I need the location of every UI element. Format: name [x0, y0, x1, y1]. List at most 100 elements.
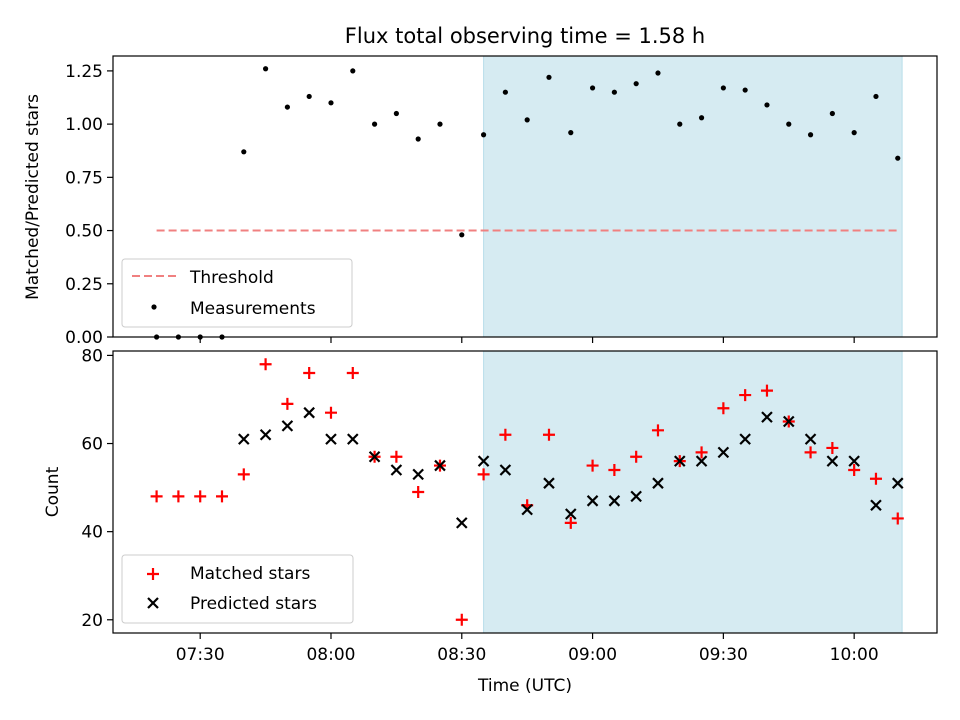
- predicted-stars-point: [652, 477, 664, 489]
- y-tick-label: 1.25: [65, 62, 103, 82]
- predicted-stars-point: [782, 415, 795, 428]
- predicted-stars-point: [739, 433, 751, 445]
- predicted-legend-label: Predicted stars: [190, 594, 317, 614]
- predicted-stars-point: [891, 477, 904, 489]
- measurement-point: [742, 87, 748, 93]
- predicted-stars-point: [434, 459, 446, 472]
- measurement-point: [262, 66, 269, 72]
- predicted-stars-point: [826, 455, 839, 467]
- bottom-y-axis-ticks: 20 40 60 80: [81, 346, 113, 631]
- measurement-point: [873, 93, 879, 100]
- predicted-stars-point: [870, 499, 882, 511]
- measurement-point: [328, 100, 334, 106]
- matched-stars-point: [891, 512, 904, 525]
- top-y-axis-ticks: 0.00 0.25 0.50 0.75 1.00 1.25: [65, 62, 113, 348]
- threshold-legend-label: Threshold: [189, 268, 274, 288]
- predicted-stars-point: [565, 508, 577, 520]
- predicted-stars-point: [325, 433, 337, 445]
- matched-stars-point: [412, 486, 425, 498]
- measurement-point: [371, 121, 378, 127]
- matched-stars-point: [717, 402, 730, 415]
- top-shaded-span: [483, 55, 903, 338]
- matched-stars-point: [237, 468, 250, 481]
- measurement-point: [764, 102, 770, 108]
- measurements-legend-label: Measurements: [190, 299, 316, 319]
- measurement-point: [655, 70, 661, 76]
- matched-stars-point: [542, 428, 555, 441]
- y-tick-label: 1.00: [65, 115, 103, 135]
- matched-stars-point: [281, 397, 294, 410]
- top-panel: 0.00 0.25 0.50 0.75 1.00 1.25 Matched/Predict…: [23, 55, 938, 348]
- y-tick-label: 0.25: [65, 275, 103, 295]
- measurement-point: [480, 132, 487, 138]
- predicted-stars-point: [586, 495, 599, 507]
- matched-stars-point: [608, 463, 621, 476]
- measurement-point: [677, 121, 683, 127]
- predicted-stars-point: [259, 428, 272, 441]
- matched-legend-swatch: [147, 568, 159, 580]
- chart-title: Flux total observing time = 1.58 h: [345, 24, 705, 48]
- predicted-stars-point: [804, 433, 817, 445]
- matched-stars-point: [869, 472, 882, 485]
- measurement-point: [437, 121, 443, 127]
- top-legend-frame: [121, 258, 353, 328]
- measurement-point: [502, 89, 508, 95]
- measurement-point: [284, 104, 290, 110]
- measurements-legend-swatch: [151, 304, 157, 310]
- y-tick-label: 40: [81, 523, 103, 543]
- predicted-stars-point: [477, 455, 490, 467]
- measurement-point: [306, 93, 312, 100]
- y-tick-label: 80: [81, 346, 103, 366]
- predicted-stars-point: [543, 477, 555, 489]
- matched-stars-point: [346, 367, 359, 380]
- predicted-stars-point: [630, 490, 642, 503]
- x-tick-label: 07:30: [176, 645, 225, 665]
- matched-stars-point: [455, 613, 468, 626]
- predicted-stars-point: [695, 455, 708, 467]
- bottom-y-label: Count: [43, 466, 63, 517]
- measurement-point: [851, 130, 857, 136]
- measurement-point: [568, 130, 574, 136]
- bottom-x-axis-ticks: 07:30 08:00 08:30 09:00 09:30 10:00: [176, 633, 879, 665]
- predicted-stars-point: [608, 495, 621, 507]
- matched-stars-point: [477, 468, 490, 481]
- measurement-point: [829, 110, 835, 117]
- bottom-shaded-span: [483, 350, 903, 634]
- matched-stars-point: [651, 424, 664, 437]
- matched-stars-point: [172, 490, 185, 503]
- predicted-stars-point: [390, 464, 403, 476]
- matched-stars-point: [324, 406, 337, 419]
- matched-stars-point: [390, 450, 403, 463]
- measurement-point: [720, 85, 726, 91]
- top-axes-frame: [112, 55, 938, 338]
- top-y-label: Matched/Predicted stars: [23, 94, 43, 300]
- predicted-stars-point: [761, 411, 773, 423]
- matched-stars-point: [499, 428, 512, 441]
- x-tick-label: 10:00: [830, 645, 879, 665]
- predicted-stars-point: [303, 406, 315, 419]
- measurement-point: [698, 115, 705, 121]
- matched-stars-point: [215, 490, 228, 503]
- measurement-point: [241, 149, 247, 155]
- x-tick-label: 08:00: [306, 645, 355, 665]
- measurement-point: [393, 110, 399, 117]
- y-tick-label: 0.00: [65, 328, 103, 348]
- measurement-point: [895, 155, 901, 161]
- bottom-legend: Matched stars Predicted stars: [121, 554, 354, 624]
- matched-stars-point: [739, 389, 752, 402]
- predicted-stars-point: [347, 433, 359, 445]
- predicted-stars-point: [717, 446, 730, 459]
- count-series: [150, 358, 904, 626]
- matched-stars-point: [760, 384, 773, 397]
- matched-stars-point: [848, 463, 861, 476]
- measurement-point: [807, 132, 814, 138]
- x-axis-label: Time (UTC): [477, 676, 572, 696]
- x-tick-label: 09:00: [568, 645, 617, 665]
- bottom-legend-frame: [121, 554, 354, 624]
- measurement-point: [524, 117, 530, 123]
- measurement-point: [415, 136, 421, 142]
- predicted-stars-point: [499, 464, 512, 476]
- predicted-stars-point: [368, 450, 381, 463]
